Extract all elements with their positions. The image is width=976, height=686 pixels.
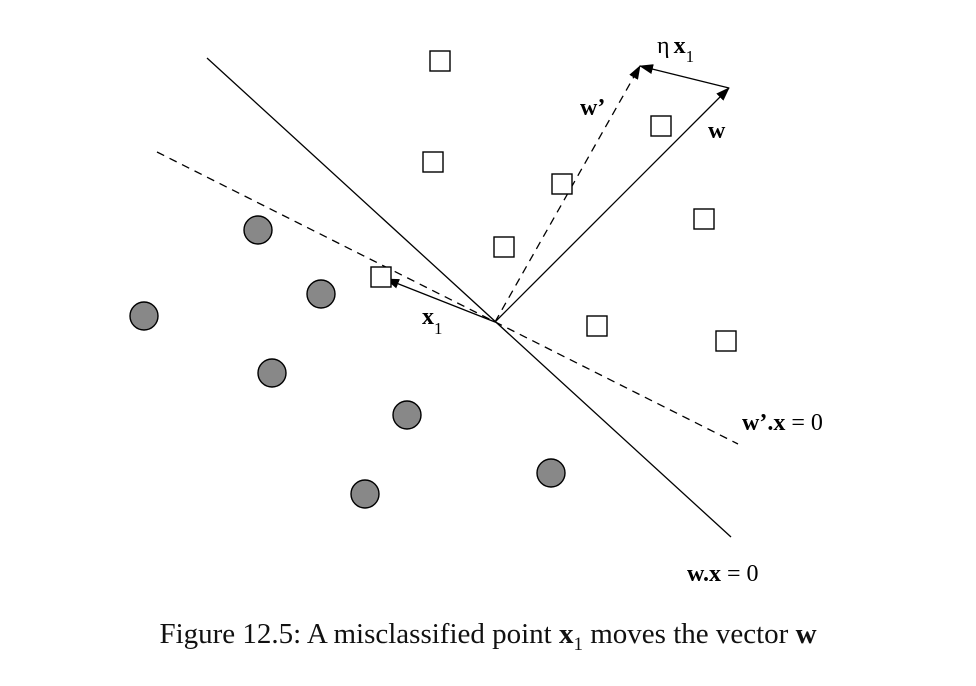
square-point: [429, 50, 451, 72]
label-w-prime: w’: [580, 95, 605, 121]
square-points: [370, 50, 737, 352]
caption-prefix: Figure 12.5: A misclassified point: [159, 618, 559, 650]
circle-point: [129, 301, 159, 331]
circle-point: [243, 215, 273, 245]
square-point-x1: [370, 266, 392, 288]
figure-caption: Figure 12.5: A misclassified point x1 mo…: [0, 618, 976, 656]
label-x1: x1: [422, 304, 443, 338]
square-point: [493, 236, 515, 258]
square-point: [551, 173, 573, 195]
caption-x-sub: 1: [573, 633, 583, 655]
square-point: [693, 208, 715, 230]
circle-point: [350, 479, 380, 509]
label-w: w: [708, 118, 726, 144]
label-w-equation: w.x = 0: [687, 561, 759, 587]
square-point: [650, 115, 672, 137]
boundary-line-w-prime: [156, 151, 739, 445]
perceptron-update-diagram: η x1 w’ w x1 w’.x = 0 w.x = 0: [129, 33, 823, 587]
circle-points: [129, 215, 566, 509]
label-eta-x1: η x1: [657, 33, 694, 66]
vector-eta-x1: [639, 64, 730, 89]
square-point: [422, 151, 444, 173]
label-w-prime-equation: w’.x = 0: [742, 410, 823, 436]
circle-point: [536, 458, 566, 488]
circle-point: [306, 279, 336, 309]
caption-w-bold: w: [795, 618, 817, 650]
vector-w: [494, 87, 730, 323]
caption-x-bold: x: [558, 618, 574, 650]
vector-x1: [385, 278, 496, 323]
circle-point: [392, 400, 422, 430]
caption-middle: moves the vector: [582, 618, 796, 650]
square-point: [586, 315, 608, 337]
square-point: [715, 330, 737, 352]
circle-point: [257, 358, 287, 388]
boundary-line-w: [206, 57, 732, 538]
